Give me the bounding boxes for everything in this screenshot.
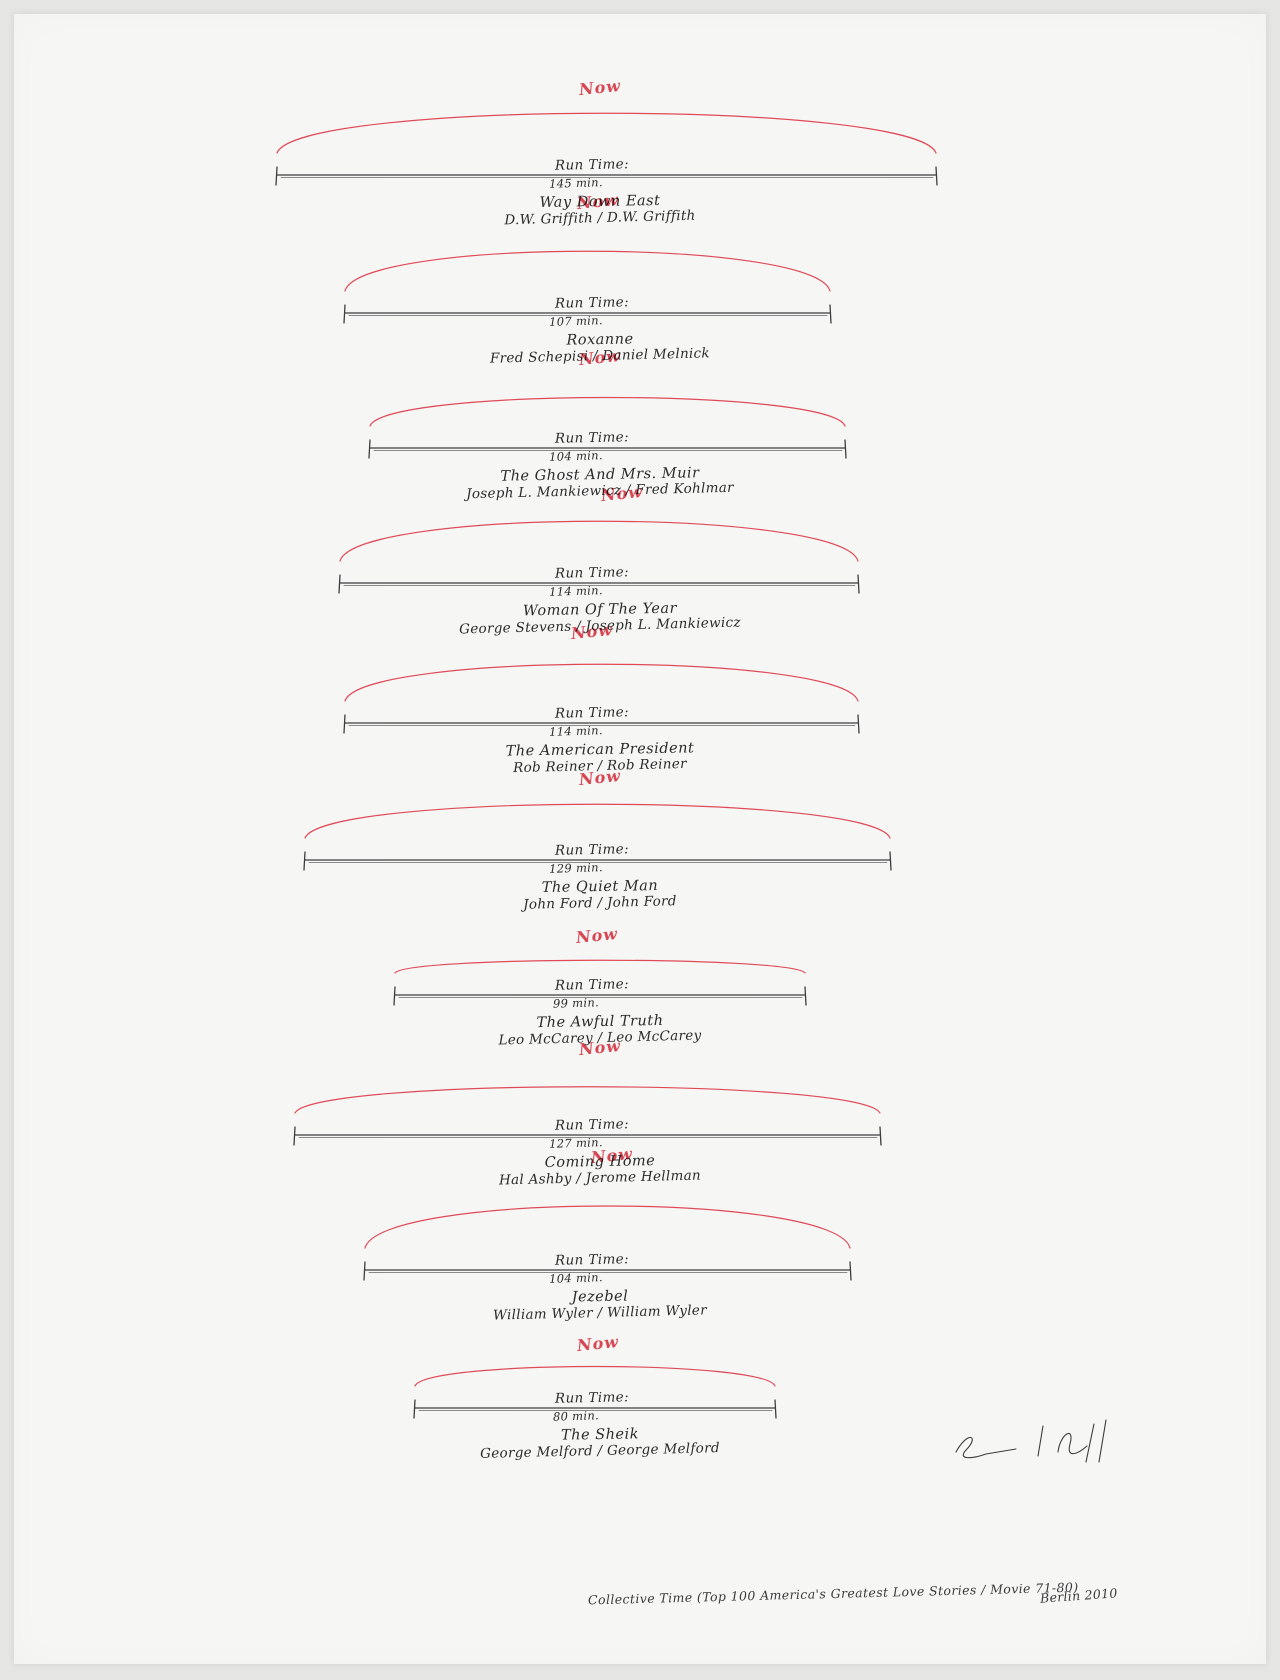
- timeline-tick-left: [368, 439, 371, 459]
- timeline-tick-left: [363, 1261, 366, 1281]
- timeline-tick-right: [857, 574, 860, 594]
- artist-signature: [1037, 1425, 1044, 1457]
- timeline-arc: [369, 396, 846, 427]
- artist-signature: [1098, 1419, 1107, 1463]
- timeline-tick-left: [413, 1399, 416, 1419]
- artist-signature: [1057, 1432, 1088, 1455]
- timeline-arc: [344, 663, 859, 702]
- timeline-arc: [304, 803, 891, 839]
- timeline-tick-right: [844, 439, 847, 459]
- timeline-tick-right: [857, 714, 860, 734]
- timeline-tick-left: [293, 1126, 296, 1146]
- timeline-tick-right: [889, 851, 892, 871]
- artist-signature: [1085, 1423, 1095, 1463]
- timeline-tick-right: [774, 1399, 777, 1419]
- timeline-arc: [344, 250, 831, 292]
- artist-signature: [955, 1436, 1017, 1459]
- timeline-arc: [294, 1086, 881, 1114]
- timeline-arc: [339, 520, 859, 562]
- timeline-arc: [394, 959, 806, 974]
- timeline-arc: [276, 112, 937, 154]
- paper-sheet: [14, 14, 1266, 1664]
- timeline-tick-right: [879, 1126, 882, 1146]
- timeline-tick-right: [829, 304, 832, 324]
- timeline-tick-left: [393, 986, 396, 1006]
- timeline-tick-left: [343, 714, 346, 734]
- timeline-tick-right: [804, 986, 807, 1006]
- timeline-tick-left: [275, 166, 278, 186]
- timeline-arc: [414, 1365, 776, 1387]
- timeline-arc: [364, 1205, 851, 1249]
- timeline-tick-left: [303, 851, 306, 871]
- timeline-tick-left: [343, 304, 346, 324]
- timeline-tick-right: [849, 1261, 852, 1281]
- timeline-tick-left: [338, 574, 341, 594]
- timeline-tick-right: [935, 166, 938, 186]
